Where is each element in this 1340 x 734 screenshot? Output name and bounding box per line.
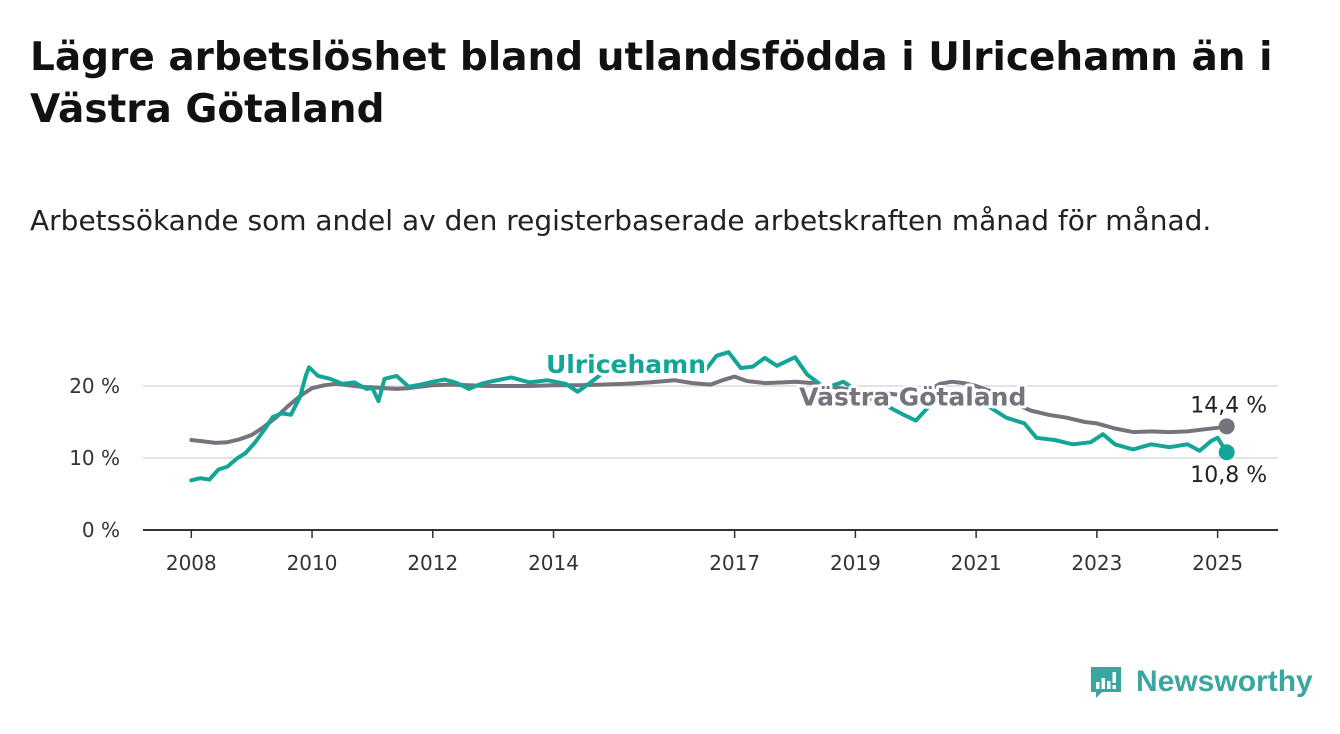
series-line-ulricehamn <box>189 350 1229 483</box>
series-name-label: Ulricehamn <box>546 350 706 379</box>
series-line-v-stra-g-taland <box>189 374 1229 445</box>
end-value-label: 10,8 % <box>1190 463 1267 488</box>
end-point-v-stra-g-taland <box>1218 418 1235 435</box>
x-tick-label: 2021 <box>951 551 1002 575</box>
x-tick-label: 2008 <box>166 551 217 575</box>
x-tick-label: 2019 <box>830 551 881 575</box>
bar-chart-icon <box>1091 667 1121 698</box>
x-tick-label: 2025 <box>1192 551 1243 575</box>
x-tick-label: 2017 <box>709 551 760 575</box>
series-lines <box>189 350 1235 483</box>
newsworthy-logo: Newsworthy <box>1088 660 1313 704</box>
grid-lines <box>143 385 1278 459</box>
line-chart: 0 % 10 % 20 % 2008 2010 2012 2014 2017 2019 2021… <box>69 347 1278 575</box>
y-axis-ticks: 0 % 10 % 20 % <box>69 374 120 542</box>
x-tick-label: 2014 <box>528 551 579 575</box>
x-tick-label: 2012 <box>407 551 458 575</box>
y-tick-label: 0 % <box>82 518 120 542</box>
y-tick-label: 20 % <box>69 374 120 398</box>
x-tick-label: 2023 <box>1071 551 1122 575</box>
y-tick-label: 10 % <box>69 446 120 470</box>
end-value-label: 14,4 % <box>1190 393 1267 418</box>
x-tick-label: 2010 <box>287 551 338 575</box>
series-labels: 14,4 % 10,8 % Ulricehamn Västra Götaland <box>543 347 1267 488</box>
brand-name: Newsworthy <box>1136 665 1313 698</box>
series-name-label: Västra Götaland <box>799 382 1026 411</box>
end-point-ulricehamn <box>1218 444 1235 461</box>
chart-subtitle: Arbetssökande som andel av den registerb… <box>30 204 1212 237</box>
x-axis: 2008 2010 2012 2014 2017 2019 2021 2023 2025 <box>143 529 1278 575</box>
chart-title: Lägre arbetslöshet bland utlandsfödda i … <box>30 35 1273 132</box>
